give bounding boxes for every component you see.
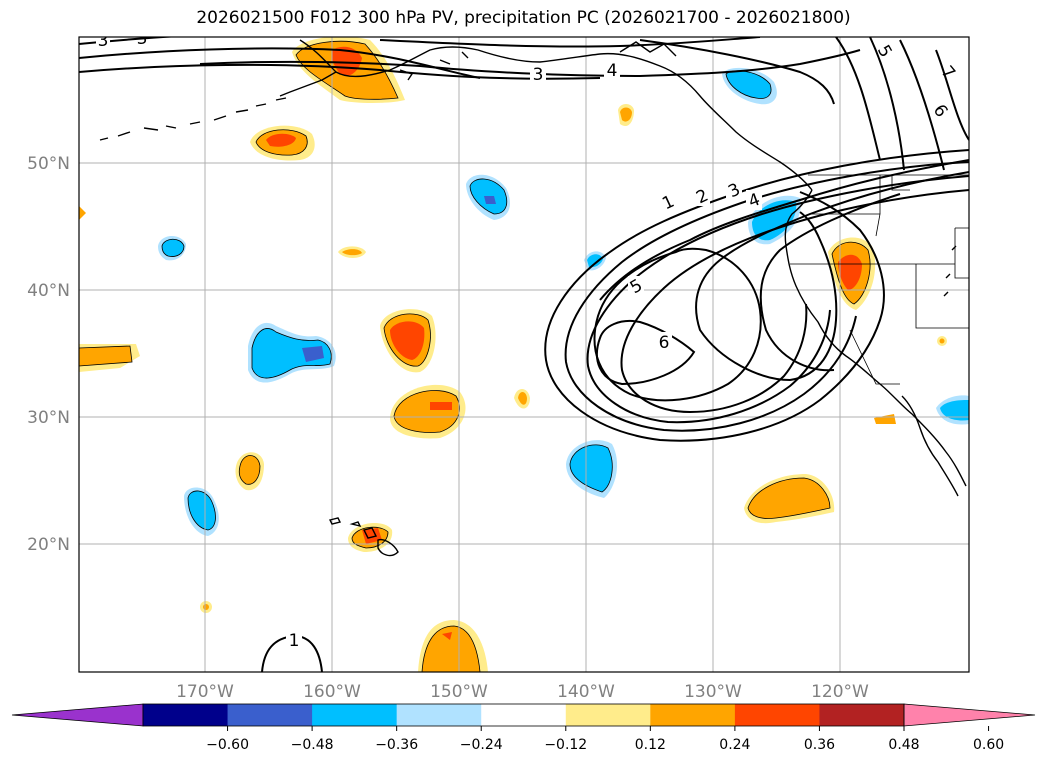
map-frame <box>78 36 970 673</box>
coastlines <box>99 39 967 557</box>
colorbar-segment <box>819 704 905 726</box>
precip-positive-areas <box>79 37 947 672</box>
map-area: 3 4 3 3 5 7 6 1 2 3 4 5 6 1 <box>79 29 969 672</box>
colorbar-tick-label: −0.36 <box>375 737 418 753</box>
contour-label: 1 <box>289 631 300 651</box>
precip-outlines <box>79 40 871 672</box>
lon-label: 120°W <box>811 682 869 702</box>
contour-label: 3 <box>137 29 148 49</box>
pv-contour-6 <box>596 320 696 386</box>
lat-label: 20°N <box>27 535 70 555</box>
gridlines <box>79 37 969 672</box>
colorbar-tick-label: 0.36 <box>804 737 835 753</box>
colorbar-extend-low <box>11 703 144 727</box>
colorbar-tick-label: 0.12 <box>635 737 666 753</box>
lon-label: 160°W <box>303 682 361 702</box>
colorbar-tick-label: −0.48 <box>291 737 334 753</box>
colorbar-segment <box>396 704 482 726</box>
contour-label: 6 <box>659 333 670 353</box>
political-borders <box>790 174 969 385</box>
contour-label: 3 <box>98 31 109 51</box>
colorbar-segment <box>565 704 651 726</box>
colorbar-extend-high <box>903 703 1036 727</box>
lon-label: 130°W <box>684 682 742 702</box>
colorbar-tick-label: 0.24 <box>719 737 750 753</box>
coastline-hawaii <box>328 517 399 557</box>
colorbar-tick-label: −0.24 <box>460 737 503 753</box>
colorbar-segment <box>312 704 398 726</box>
lon-label: 150°W <box>430 682 488 702</box>
pv-contour-labels: 3 4 3 3 5 7 6 1 2 3 4 5 6 1 <box>96 29 959 651</box>
coastline-aleutians <box>99 97 287 141</box>
map-title: 2026021500 F012 300 hPa PV, precipitatio… <box>196 8 851 28</box>
latitude-labels: 50°N 40°N 30°N 20°N <box>27 154 70 555</box>
colorbar-tick-label: −0.60 <box>206 737 249 753</box>
pv-contour-5 <box>695 171 969 382</box>
colorbar-segment <box>143 704 229 726</box>
lon-label: 170°W <box>176 682 234 702</box>
lat-label: 50°N <box>27 154 70 174</box>
lat-label: 40°N <box>27 281 70 301</box>
coastline-alaska <box>279 39 813 191</box>
contour-label: 4 <box>607 61 618 81</box>
colorbar-segment <box>227 704 313 726</box>
lat-label: 30°N <box>27 408 70 428</box>
colorbar-segment <box>650 704 736 726</box>
lon-label: 140°W <box>557 682 615 702</box>
pv-contours <box>79 37 969 672</box>
precip-negative-areas <box>158 67 969 536</box>
coastline-west-coast <box>784 189 967 487</box>
colorbar: −0.60 −0.48 −0.36 −0.24 −0.12 0.12 0.24 0.36 0.4… <box>11 703 1036 753</box>
longitude-labels: 170°W 160°W 150°W 140°W 130°W 120°W <box>176 682 869 702</box>
colorbar-segment <box>481 704 567 726</box>
colorbar-frame <box>142 703 905 727</box>
colorbar-tick-label: −0.12 <box>544 737 587 753</box>
colorbar-tick-label: 0.48 <box>888 737 919 753</box>
contour-label: 3 <box>533 65 544 85</box>
colorbar-segment <box>734 704 820 726</box>
colorbar-tick-label: 0.60 <box>973 737 1004 753</box>
